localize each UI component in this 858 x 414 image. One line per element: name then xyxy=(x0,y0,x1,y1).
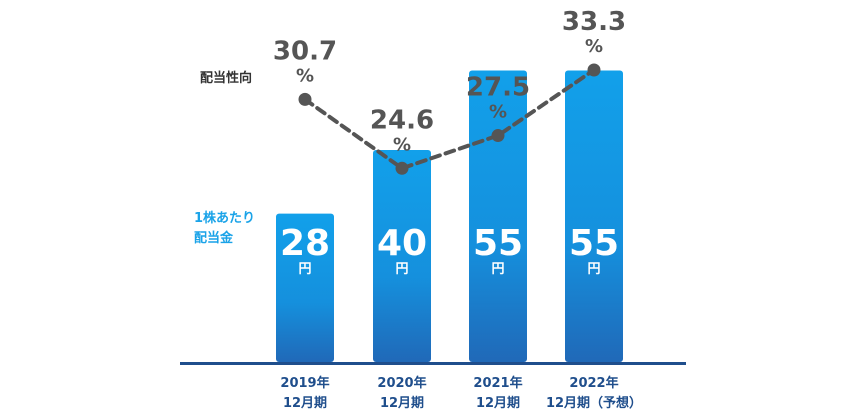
x-tick-label-1-line1: 2020年 xyxy=(377,375,426,391)
bar-unit-label-0: 円 xyxy=(298,262,311,277)
ratio-line xyxy=(303,68,596,171)
dividend-series-label-line1: 1株あたり xyxy=(194,210,255,226)
ratio-unit-label-1: % xyxy=(393,134,411,155)
ratio-value-label-3: 33.3 xyxy=(562,7,626,37)
x-tick-label-2-line1: 2021年 xyxy=(473,375,522,391)
ratio-point-3 xyxy=(587,63,601,77)
bar-2 xyxy=(469,70,527,362)
bar-unit-label-2: 円 xyxy=(491,262,504,277)
x-tick-label-0-line1: 2019年 xyxy=(280,375,329,391)
x-axis-baseline xyxy=(180,362,686,365)
bar-value-label-0: 28 xyxy=(280,223,330,264)
bar-unit-label-3: 円 xyxy=(587,262,600,277)
bar-3 xyxy=(565,70,623,362)
x-tick-label-0-line2: 12月期 xyxy=(283,396,327,411)
ratio-unit-label-3: % xyxy=(585,36,603,57)
ratio-value-label-0: 30.7 xyxy=(273,36,337,66)
ratio-point-0 xyxy=(298,92,312,106)
bar-value-label-2: 55 xyxy=(473,223,523,264)
ratio-unit-label-0: % xyxy=(296,65,314,86)
dividend-series-label-line2: 配当金 xyxy=(194,230,234,246)
bar-unit-label-1: 円 xyxy=(395,262,408,277)
bar-value-label-1: 40 xyxy=(377,223,427,264)
x-tick-label-3-line1: 2022年 xyxy=(569,375,618,391)
bar-0 xyxy=(276,213,334,362)
ratio-unit-label-2: % xyxy=(489,102,507,123)
bar-value-label-3: 55 xyxy=(569,223,619,264)
bar-1 xyxy=(373,150,431,362)
ratio-value-label-2: 27.5 xyxy=(466,73,530,103)
ratio-value-label-1: 24.6 xyxy=(370,105,434,135)
ratio-point-1 xyxy=(395,161,409,175)
ratio-point-2 xyxy=(491,129,505,143)
x-tick-label-1-line2: 12月期 xyxy=(380,396,424,411)
x-tick-label-3-line2: 12月期（予想） xyxy=(546,395,642,411)
ratio-series-label: 配当性向 xyxy=(200,70,252,86)
x-tick-label-2-line2: 12月期 xyxy=(476,396,520,411)
